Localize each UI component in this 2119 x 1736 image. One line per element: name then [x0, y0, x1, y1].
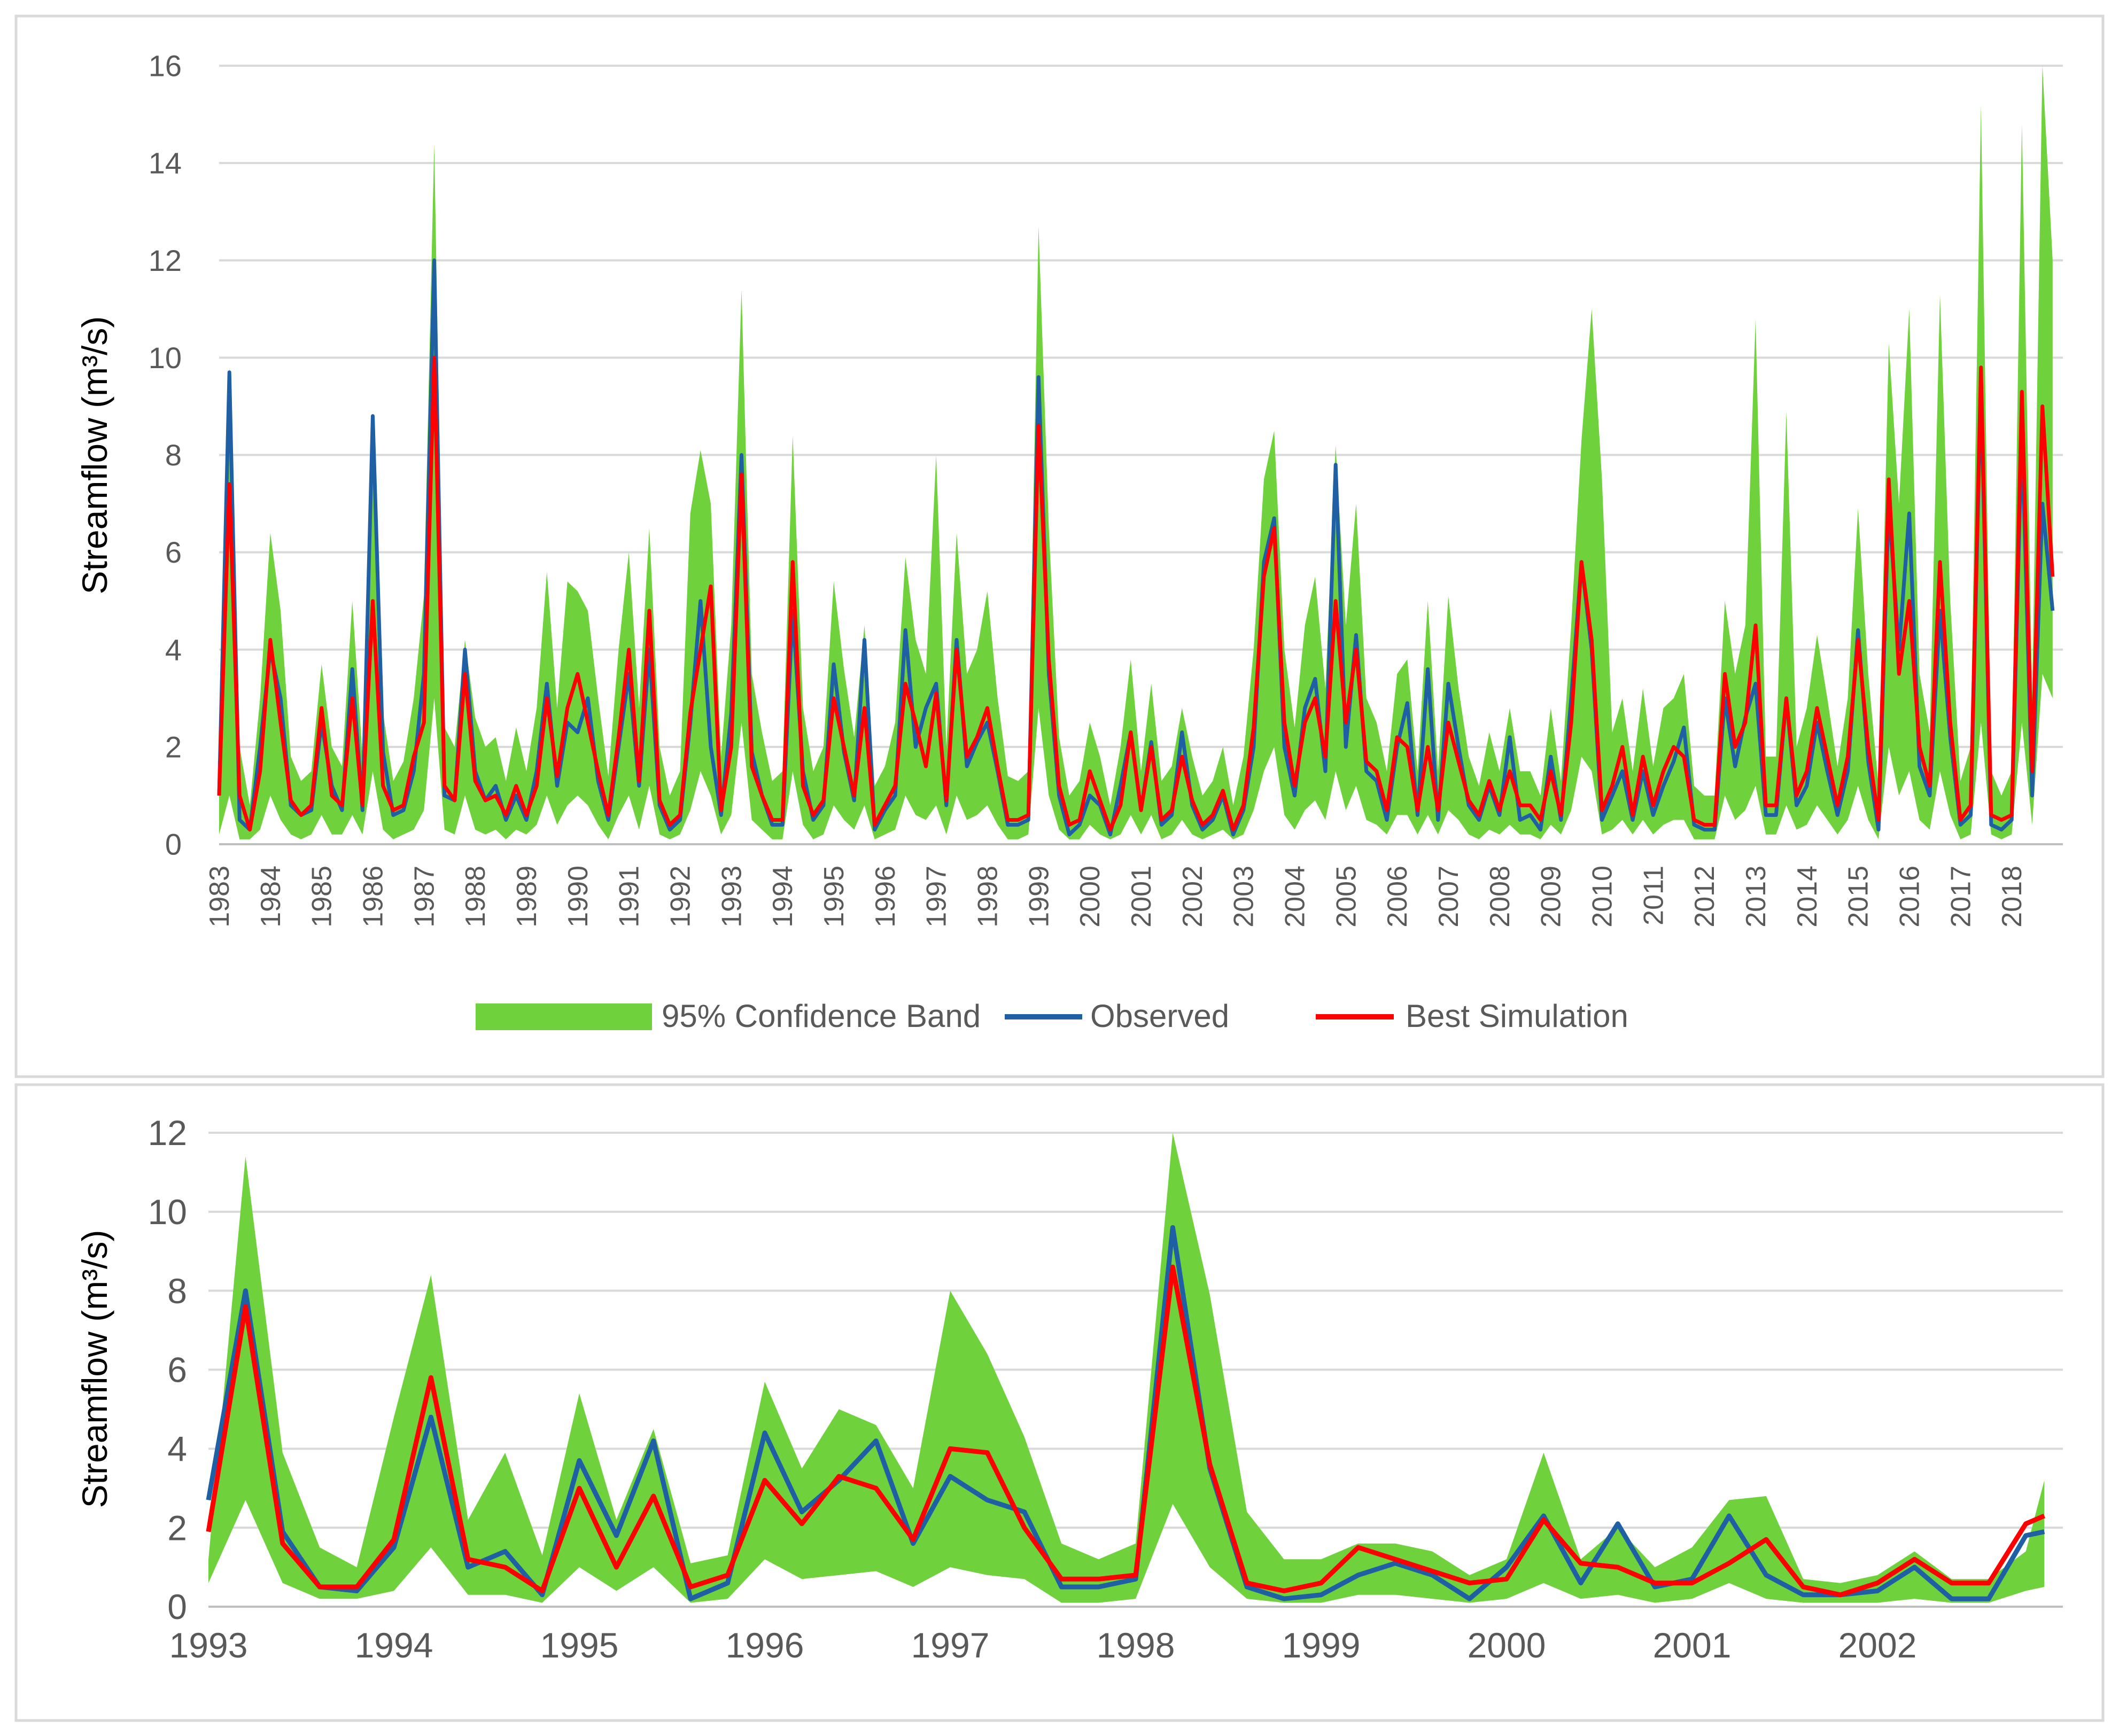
- xtick-label: 2016: [1895, 866, 1926, 928]
- xtick-label: 2014: [1792, 866, 1823, 928]
- chart-top-xtick-labels: 1983 1984 1985 1986 1987 1988 1989 1990 1991 1992…: [204, 866, 2028, 928]
- ytick-label: 10: [149, 341, 182, 375]
- ytick-label: 6: [165, 535, 182, 569]
- chart-top-legend: 95% Confidence Band Observed Best Simula…: [476, 998, 1628, 1034]
- chart-top-marks: [217, 66, 2055, 839]
- xtick-label: 1999: [1282, 1625, 1361, 1665]
- xtick-label: 1991: [614, 866, 645, 928]
- xtick-label: 2000: [1075, 866, 1106, 928]
- simulation-series-line: [217, 355, 2055, 832]
- xtick-label: 2018: [1997, 866, 2028, 928]
- xtick-label: 1995: [540, 1625, 619, 1665]
- chart-bottom-ytick-labels: 0 2 4 6 8 10 12: [148, 1113, 187, 1626]
- xtick-label: 2012: [1689, 866, 1720, 928]
- xtick-label: 1994: [355, 1625, 433, 1665]
- legend-observed-label: Observed: [1090, 998, 1229, 1034]
- confidence-band-area: [208, 1133, 2045, 1603]
- xtick-label: 2004: [1280, 866, 1311, 928]
- xtick-label: 2005: [1331, 866, 1362, 928]
- xtick-label: 2001: [1126, 866, 1157, 928]
- legend-band-swatch: [476, 1003, 652, 1030]
- xtick-label: 1992: [665, 866, 696, 928]
- xtick-label: 1989: [511, 866, 542, 928]
- xtick-label: 2010: [1587, 866, 1618, 928]
- xtick-label: 1998: [973, 866, 1004, 928]
- ytick-label: 14: [149, 146, 182, 180]
- chart-bottom: 0 2 4 6 8 10 12 1993 1994 1995 1996 1997 1998 1999 20…: [14, 1083, 2105, 1722]
- chart-bottom-frame: [14, 1083, 2105, 1722]
- ytick-label: 2: [167, 1508, 187, 1547]
- xtick-label: 1987: [409, 866, 440, 928]
- xtick-label: 1986: [358, 866, 389, 928]
- xtick-label: 1996: [870, 866, 901, 928]
- xtick-label: 1990: [563, 866, 594, 928]
- chart-top-ytick-labels: 0 2 4 6 8 10 12 14 16: [149, 49, 182, 861]
- xtick-label: 1983: [204, 866, 235, 928]
- ytick-label: 4: [167, 1429, 187, 1468]
- observed-series-line: [206, 1225, 2045, 1601]
- xtick-label: 1993: [716, 866, 747, 928]
- xtick-label: 2001: [1653, 1625, 1732, 1665]
- xtick-label: 1994: [767, 866, 798, 928]
- xtick-label: 1999: [1023, 866, 1054, 928]
- chart-top-ylabel: Streamflow (m³/s): [75, 316, 114, 595]
- xtick-label: 2006: [1382, 866, 1413, 928]
- xtick-label: 1997: [911, 1625, 990, 1665]
- simulation-series-line: [206, 1264, 2046, 1598]
- xtick-label: 2008: [1485, 866, 1516, 928]
- ytick-label: 0: [167, 1587, 187, 1626]
- xtick-label: 1993: [169, 1625, 248, 1665]
- xtick-label: 1984: [255, 866, 286, 928]
- xtick-label: 1998: [1097, 1625, 1175, 1665]
- xtick-label: 2003: [1229, 866, 1260, 928]
- xtick-label: 2007: [1433, 866, 1464, 928]
- xtick-label: 1985: [307, 866, 338, 928]
- xtick-label: 1995: [819, 866, 850, 928]
- ytick-label: 4: [165, 633, 182, 666]
- xtick-label: 2015: [1843, 866, 1874, 928]
- legend-band-label: 95% Confidence Band: [662, 998, 981, 1034]
- ytick-label: 12: [149, 244, 182, 277]
- ytick-label: 8: [167, 1271, 187, 1311]
- xtick-label: 2002: [1177, 866, 1208, 928]
- xtick-label: 2009: [1536, 866, 1567, 928]
- xtick-label: 1996: [726, 1625, 804, 1665]
- ytick-label: 12: [148, 1113, 187, 1153]
- ytick-label: 0: [165, 828, 182, 861]
- ytick-label: 6: [167, 1350, 187, 1390]
- chart-bottom-marks: [206, 1133, 2046, 1603]
- confidence-band-area: [219, 66, 2053, 839]
- xtick-label: 1997: [921, 866, 952, 928]
- xtick-label: 2013: [1741, 866, 1772, 928]
- ytick-label: 16: [149, 49, 182, 83]
- ytick-label: 2: [165, 730, 182, 764]
- ytick-label: 8: [165, 438, 182, 472]
- xtick-label: 2000: [1468, 1625, 1546, 1665]
- legend-simulated-label: Best Simulation: [1406, 998, 1628, 1034]
- xtick-label: 2011: [1638, 866, 1669, 925]
- xtick-label: 2002: [1838, 1625, 1917, 1665]
- chart-bottom-ylabel: Streamflow (m³/s): [75, 1230, 114, 1508]
- xtick-label: 1988: [460, 866, 491, 928]
- xtick-label: 2017: [1945, 866, 1976, 928]
- ytick-label: 10: [148, 1192, 187, 1232]
- chart-bottom-xtick-labels: 1993 1994 1995 1996 1997 1998 1999 2000 2001 2002: [169, 1625, 1917, 1665]
